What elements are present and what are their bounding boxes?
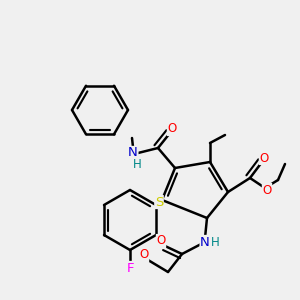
Text: O: O: [156, 235, 166, 248]
Text: S: S: [155, 196, 163, 208]
Text: O: O: [167, 122, 177, 136]
Text: N: N: [128, 146, 138, 160]
Text: F: F: [126, 262, 134, 275]
Text: H: H: [133, 158, 141, 170]
Text: O: O: [140, 248, 148, 262]
Text: O: O: [262, 184, 272, 196]
Text: H: H: [211, 236, 219, 248]
Text: O: O: [260, 152, 268, 164]
Text: N: N: [200, 236, 210, 248]
